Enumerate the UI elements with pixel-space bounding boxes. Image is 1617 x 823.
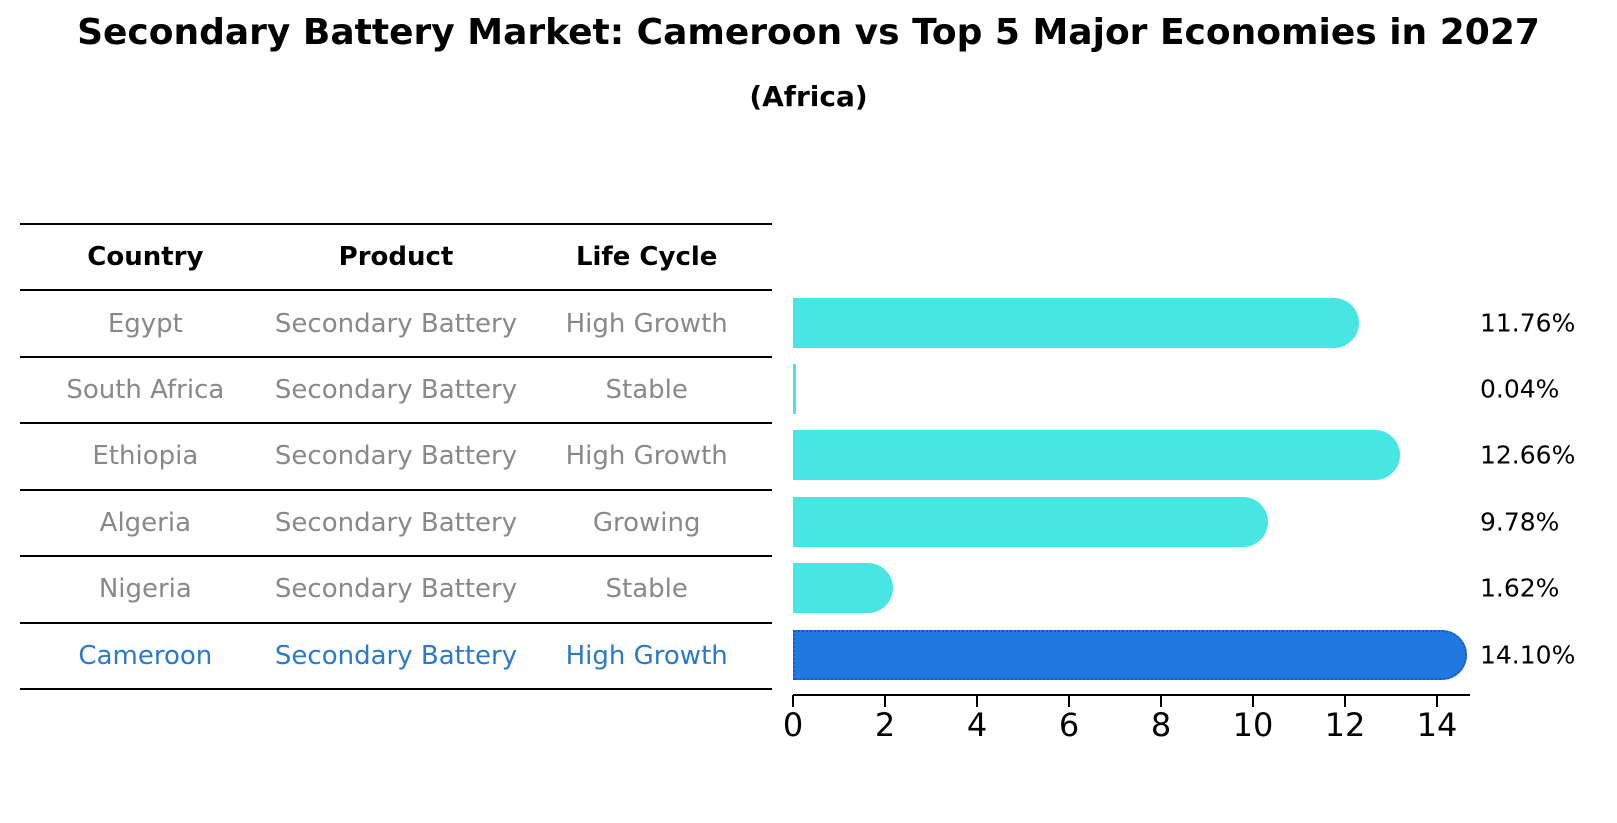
bar-value-label: 9.78% [1480, 507, 1560, 537]
x-tick-label: 14 [1416, 706, 1458, 744]
bar-value-label: 12.66% [1480, 440, 1576, 470]
table-cell-life-cycle: High Growth [565, 441, 728, 472]
x-tick-label: 10 [1232, 706, 1274, 744]
table-cell-product: Secondary Battery [274, 441, 518, 472]
table-row: Cameroon Secondary Battery High Growth [20, 624, 772, 690]
x-tick-mark [1344, 695, 1346, 707]
bar-cameroon [793, 629, 1467, 680]
x-tick-mark [976, 695, 978, 707]
bar-ethiopia [793, 430, 1401, 481]
table-cell-country: South Africa [66, 375, 225, 406]
bar-value-label: 14.10% [1480, 640, 1576, 670]
x-tick-mark [792, 695, 794, 707]
bar-egypt [793, 297, 1359, 348]
chart-subtitle: (Africa) [749, 80, 868, 113]
table-cell-country: Egypt [107, 308, 183, 339]
table-cell-country: Cameroon [78, 640, 213, 671]
table-row: Egypt Secondary Battery High Growth [20, 291, 772, 358]
x-tick-mark [1252, 695, 1254, 707]
table-cell-country: Nigeria [98, 574, 192, 605]
table-cell-life-cycle: Growing [592, 507, 701, 538]
table-cell-product: Secondary Battery [274, 640, 518, 671]
x-tick-label: 2 [874, 706, 896, 744]
bar-value-label: 0.04% [1480, 374, 1560, 404]
bar-nigeria [793, 563, 893, 614]
table-cell-country: Algeria [99, 507, 192, 538]
bar-algeria [793, 496, 1268, 547]
x-tick-mark [1068, 695, 1070, 707]
table-cell-life-cycle: High Growth [565, 640, 728, 671]
bar-value-label: 11.76% [1480, 308, 1576, 338]
x-tick-label: 4 [966, 706, 988, 744]
x-tick-label: 0 [782, 706, 804, 744]
x-tick-label: 8 [1150, 706, 1172, 744]
table-row: South Africa Secondary Battery Stable [20, 358, 772, 425]
table-cell-country: Ethiopia [92, 441, 199, 472]
table-cell-product: Secondary Battery [274, 574, 518, 605]
table-rows: Egypt Secondary Battery High Growth South A… [20, 291, 772, 690]
table-row: Nigeria Secondary Battery Stable [20, 557, 772, 624]
table-cell-life-cycle: Stable [605, 375, 688, 406]
table-header-life-cycle: Life Cycle [575, 242, 718, 273]
x-tick-mark [1160, 695, 1162, 707]
table-header-country: Country [87, 242, 204, 273]
bar-value-label: 1.62% [1480, 573, 1560, 603]
table-row: Algeria Secondary Battery Growing [20, 491, 772, 558]
table-header-product: Product [338, 242, 454, 273]
x-axis [793, 694, 1470, 696]
country-table: Country Product Life Cycle Egypt Secondar… [20, 223, 772, 690]
x-tick-label: 6 [1058, 706, 1080, 744]
table-cell-product: Secondary Battery [274, 507, 518, 538]
table-row: Ethiopia Secondary Battery High Growth [20, 424, 772, 491]
table-cell-life-cycle: High Growth [565, 308, 728, 339]
table-cell-product: Secondary Battery [274, 375, 518, 406]
x-tick-mark [884, 695, 886, 707]
table-header-row: Country Product Life Cycle [20, 225, 772, 292]
table-cell-life-cycle: Stable [605, 574, 688, 605]
bar-south-africa [793, 364, 796, 415]
x-tick-label: 12 [1324, 706, 1366, 744]
table-cell-product: Secondary Battery [274, 308, 518, 339]
x-tick-mark [1436, 695, 1438, 707]
chart-title: Secondary Battery Market: Cameroon vs To… [77, 12, 1540, 53]
